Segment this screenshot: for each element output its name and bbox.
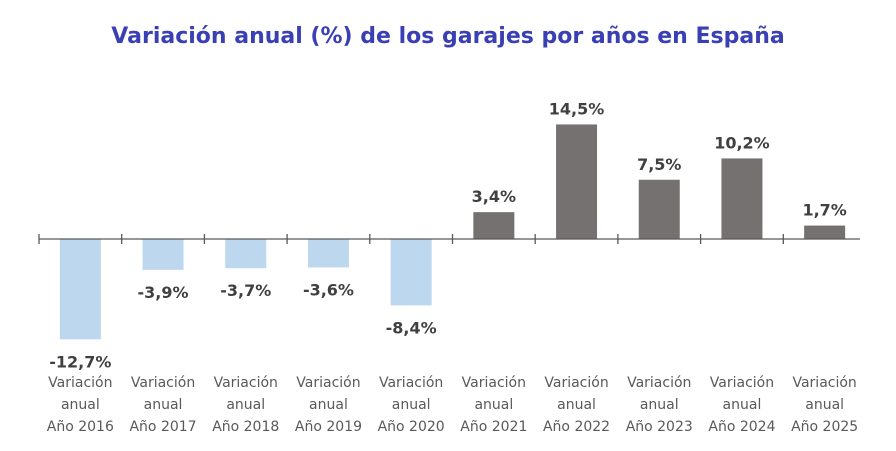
category-label: Variación (296, 375, 360, 391)
bar (473, 212, 515, 239)
category-label: anual (805, 397, 844, 413)
category-label: anual (640, 397, 679, 413)
category-label: anual (144, 397, 183, 413)
category-label: Variación (462, 375, 526, 391)
category-label: Variación (792, 375, 856, 391)
category-label: Año 2018 (212, 419, 279, 435)
bar (390, 239, 432, 306)
data-label: 3,4% (472, 187, 516, 206)
category-label: Año 2016 (47, 419, 114, 435)
data-label: -3,7% (220, 281, 271, 300)
category-label: anual (474, 397, 513, 413)
category-label: Año 2024 (708, 419, 775, 435)
category-label: Variación (214, 375, 278, 391)
category-label: Año 2020 (378, 419, 445, 435)
bar (307, 239, 349, 268)
chart-title: Variación anual (%) de los garajes por a… (111, 24, 785, 49)
category-label: anual (309, 397, 348, 413)
category-label: Variación (48, 375, 112, 391)
bar (638, 179, 680, 239)
category-label: anual (226, 397, 265, 413)
category-label: anual (557, 397, 596, 413)
bar (59, 239, 101, 340)
category-label: Año 2023 (626, 419, 693, 435)
category-label: Año 2019 (295, 419, 362, 435)
data-label: 14,5% (549, 99, 605, 118)
category-label: Variación (379, 375, 443, 391)
data-label: -3,6% (303, 280, 354, 299)
data-label: 1,7% (802, 201, 846, 220)
category-label: anual (61, 397, 100, 413)
data-label: -8,4% (386, 318, 437, 337)
category-label: Variación (131, 375, 195, 391)
category-label: anual (723, 397, 762, 413)
category-label: Variación (627, 375, 691, 391)
bar (142, 239, 184, 270)
category-label: Año 2025 (791, 419, 858, 435)
category-label: anual (392, 397, 431, 413)
bar (804, 225, 846, 239)
category-label: Año 2022 (543, 419, 610, 435)
data-label: -12,7% (49, 352, 111, 371)
data-label: 10,2% (714, 133, 770, 152)
category-label: Variación (710, 375, 774, 391)
category-label: Variación (544, 375, 608, 391)
data-label: -3,9% (138, 283, 189, 302)
bar (556, 124, 598, 239)
category-label: Año 2017 (129, 419, 196, 435)
bar (721, 158, 763, 239)
bar (225, 239, 267, 269)
data-label: 7,5% (637, 155, 681, 174)
category-label: Año 2021 (460, 419, 527, 435)
